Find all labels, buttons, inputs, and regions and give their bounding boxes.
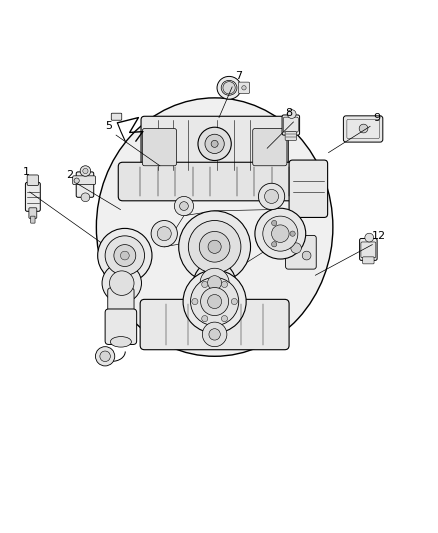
Circle shape: [83, 168, 88, 174]
Circle shape: [198, 127, 231, 160]
FancyBboxPatch shape: [283, 117, 298, 132]
Circle shape: [179, 211, 251, 282]
Circle shape: [201, 281, 208, 287]
Circle shape: [95, 346, 115, 366]
Text: 8: 8: [286, 108, 293, 118]
Ellipse shape: [110, 336, 131, 347]
Circle shape: [359, 124, 368, 133]
Circle shape: [80, 166, 91, 176]
Circle shape: [201, 316, 208, 322]
Circle shape: [223, 82, 235, 94]
FancyBboxPatch shape: [27, 175, 39, 185]
Circle shape: [199, 231, 230, 262]
Circle shape: [191, 278, 239, 326]
Circle shape: [258, 183, 285, 209]
Circle shape: [151, 221, 177, 247]
Text: 2: 2: [67, 169, 74, 180]
Circle shape: [105, 236, 145, 275]
FancyBboxPatch shape: [253, 128, 287, 166]
Circle shape: [194, 262, 236, 304]
Circle shape: [209, 329, 220, 340]
Circle shape: [231, 298, 237, 304]
Circle shape: [202, 322, 227, 346]
Ellipse shape: [96, 98, 333, 356]
Circle shape: [188, 221, 241, 273]
Circle shape: [102, 263, 141, 303]
Circle shape: [81, 193, 90, 201]
Circle shape: [255, 208, 306, 259]
Circle shape: [208, 240, 221, 253]
Circle shape: [74, 178, 79, 183]
FancyBboxPatch shape: [111, 113, 122, 120]
FancyBboxPatch shape: [141, 116, 288, 174]
FancyBboxPatch shape: [238, 82, 250, 93]
Circle shape: [114, 245, 136, 266]
Circle shape: [242, 86, 246, 90]
FancyBboxPatch shape: [343, 116, 383, 142]
Text: 7: 7: [235, 71, 242, 81]
Circle shape: [221, 281, 228, 287]
Circle shape: [208, 276, 222, 290]
FancyBboxPatch shape: [29, 208, 37, 219]
Circle shape: [211, 140, 218, 147]
Circle shape: [290, 231, 295, 236]
FancyBboxPatch shape: [361, 242, 376, 258]
FancyBboxPatch shape: [31, 216, 35, 223]
Circle shape: [272, 241, 277, 247]
FancyBboxPatch shape: [25, 182, 40, 211]
FancyBboxPatch shape: [118, 162, 311, 201]
Circle shape: [291, 243, 301, 253]
Text: 1: 1: [23, 167, 30, 177]
FancyBboxPatch shape: [285, 132, 297, 140]
Circle shape: [201, 287, 229, 316]
Circle shape: [272, 221, 277, 225]
Circle shape: [200, 268, 229, 297]
Circle shape: [98, 229, 152, 282]
Text: 12: 12: [372, 231, 386, 241]
Circle shape: [180, 201, 188, 211]
FancyBboxPatch shape: [105, 309, 137, 344]
FancyBboxPatch shape: [360, 238, 377, 260]
FancyBboxPatch shape: [108, 288, 134, 317]
Circle shape: [287, 110, 296, 118]
FancyBboxPatch shape: [282, 115, 300, 135]
Circle shape: [157, 227, 171, 241]
Ellipse shape: [221, 80, 237, 95]
Text: 9: 9: [373, 112, 380, 123]
Circle shape: [302, 251, 311, 260]
Circle shape: [192, 298, 198, 304]
Ellipse shape: [217, 76, 241, 99]
FancyBboxPatch shape: [142, 128, 177, 166]
Circle shape: [110, 271, 134, 295]
Circle shape: [183, 270, 246, 333]
Circle shape: [263, 216, 298, 251]
Circle shape: [174, 197, 194, 216]
FancyBboxPatch shape: [289, 160, 328, 217]
Circle shape: [205, 134, 224, 154]
Text: 5: 5: [105, 122, 112, 131]
Circle shape: [208, 295, 222, 309]
Circle shape: [365, 233, 374, 242]
FancyBboxPatch shape: [363, 257, 374, 264]
Circle shape: [265, 189, 279, 204]
Circle shape: [100, 351, 110, 361]
FancyBboxPatch shape: [73, 176, 95, 184]
Circle shape: [120, 251, 129, 260]
FancyBboxPatch shape: [140, 300, 289, 350]
FancyBboxPatch shape: [76, 172, 94, 197]
Circle shape: [272, 225, 289, 243]
FancyBboxPatch shape: [286, 236, 316, 269]
Circle shape: [221, 316, 228, 322]
